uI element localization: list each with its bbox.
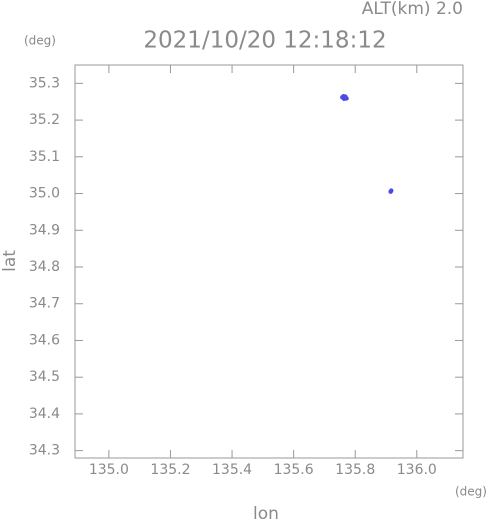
x-tick-label: 135.2: [150, 462, 190, 478]
data-point: [389, 188, 394, 193]
x-axis-label: lon: [253, 504, 279, 521]
x-unit: (deg): [455, 485, 487, 499]
y-tick-label: 34.7: [29, 296, 60, 312]
y-tick-label: 34.4: [29, 406, 60, 422]
x-tick-label: 135.0: [89, 462, 129, 478]
data-point: [340, 95, 346, 100]
chart-title: 2021/10/20 12:18:12: [143, 28, 386, 54]
y-tick-label: 35.0: [29, 186, 60, 202]
altitude-annotation: ALT(km) 2.0: [362, 0, 463, 19]
y-tick-label: 35.1: [29, 149, 60, 165]
y-tick-label: 34.6: [29, 332, 60, 348]
x-tick-label: 135.4: [212, 462, 252, 478]
x-tick-label: 135.8: [335, 462, 375, 478]
plot-frame: [74, 64, 464, 459]
y-axis-label: lat: [0, 250, 20, 272]
y-tick-label: 35.2: [29, 112, 60, 128]
y-tick-label: 34.3: [29, 443, 60, 459]
y-tick-label: 34.9: [29, 222, 60, 238]
y-tick-label: 34.8: [29, 259, 60, 275]
x-tick-label: 135.6: [274, 462, 314, 478]
data-point: [344, 96, 349, 101]
y-unit: (deg): [24, 34, 56, 48]
y-tick-label: 35.3: [29, 75, 60, 91]
y-tick-label: 34.5: [29, 369, 60, 385]
x-tick-label: 136.0: [397, 462, 437, 478]
